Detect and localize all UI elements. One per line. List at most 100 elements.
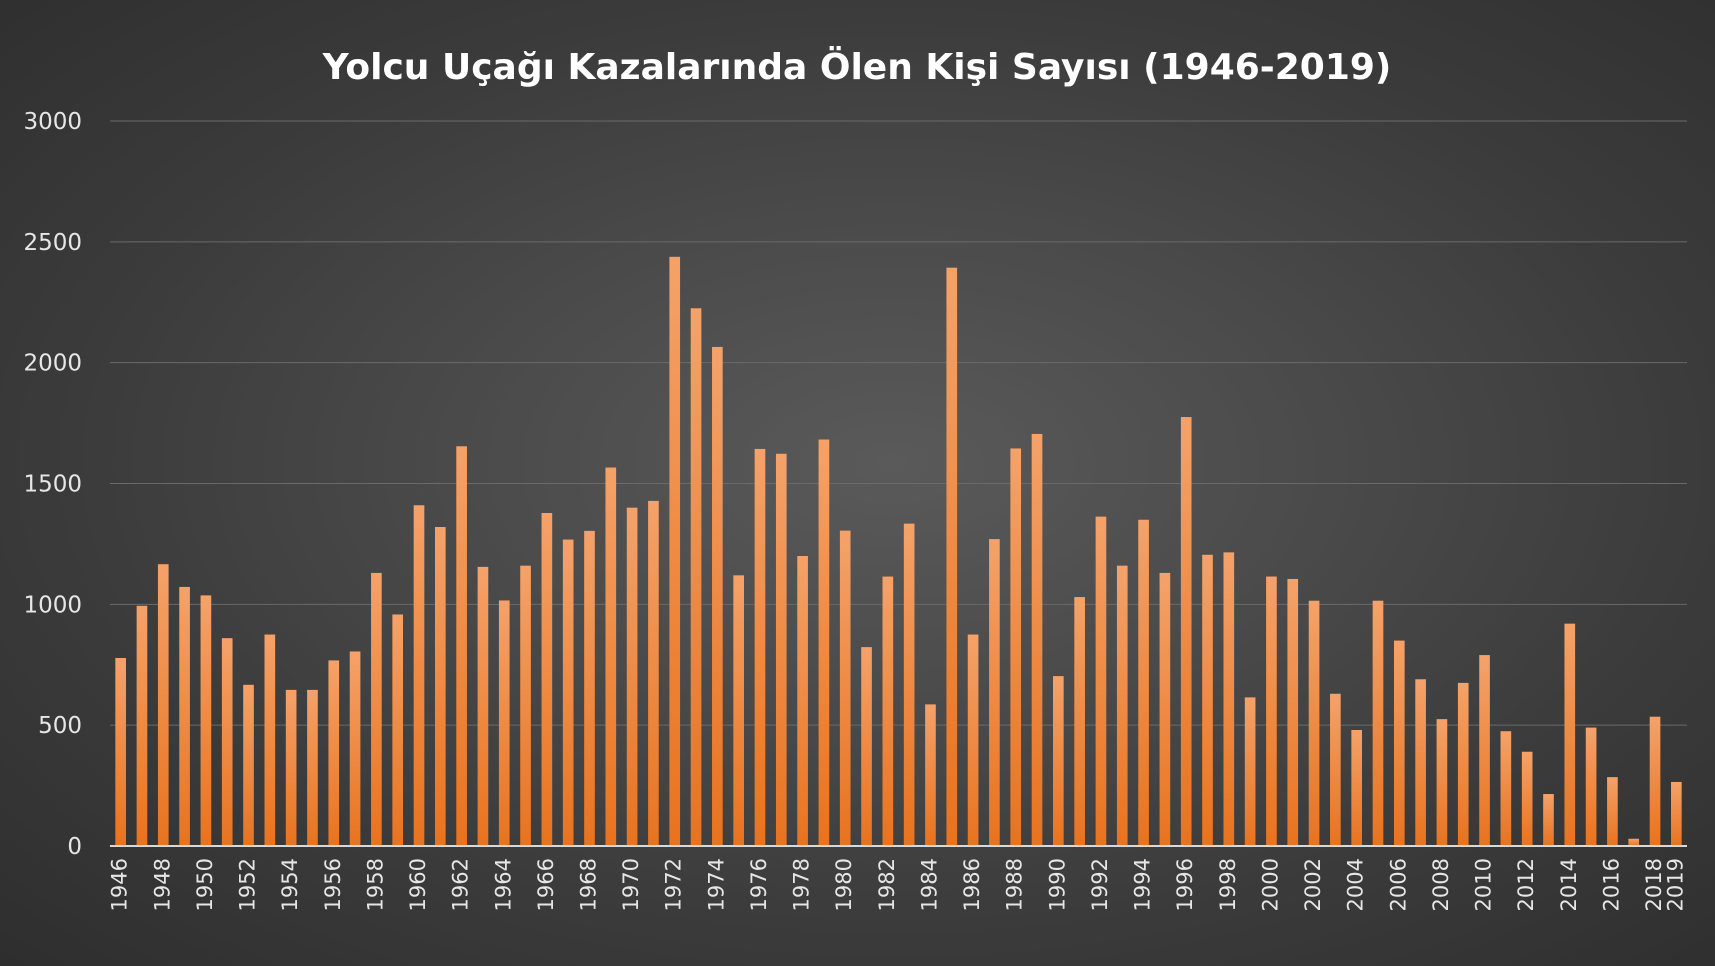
y-tick-label: 3000 <box>23 109 82 135</box>
x-tick-label: 1996 <box>1173 858 1197 911</box>
bar-2013 <box>1543 794 1554 846</box>
y-tick-label: 0 <box>67 834 82 860</box>
bar-1947 <box>136 605 148 846</box>
x-tick-label: 1968 <box>576 858 600 911</box>
bar-1977 <box>775 453 787 846</box>
x-tick-label: 1994 <box>1131 858 1155 911</box>
bar-1976 <box>754 448 766 846</box>
bar-1968 <box>584 530 595 846</box>
bar-1971 <box>648 500 659 846</box>
bar-1957 <box>349 651 361 846</box>
bar-2018 <box>1649 716 1661 846</box>
x-tick-label: 1972 <box>662 858 686 911</box>
bar-1958 <box>371 572 382 846</box>
x-tick-label: 2000 <box>1258 858 1282 911</box>
bar-2017 <box>1628 838 1640 846</box>
bar-2015 <box>1585 727 1597 846</box>
x-tick-label: 2008 <box>1429 858 1453 911</box>
bar-series <box>115 256 1682 847</box>
x-tick-label: 2016 <box>1599 858 1623 911</box>
bar-1999 <box>1244 697 1256 846</box>
bar-1989 <box>1031 433 1043 846</box>
bar-2010 <box>1479 655 1490 846</box>
x-tick-label: 1964 <box>491 858 515 911</box>
bar-1996 <box>1180 417 1192 846</box>
bar-2012 <box>1521 751 1533 846</box>
bar-1956 <box>328 660 340 846</box>
bar-1950 <box>200 595 212 846</box>
gridlines <box>110 120 1687 726</box>
bar-1990 <box>1053 676 1064 846</box>
bar-1986 <box>967 634 979 846</box>
bar-1998 <box>1223 552 1235 846</box>
x-tick-label: 2019 <box>1663 858 1687 911</box>
bar-1946 <box>115 657 126 846</box>
x-tick-label: 1988 <box>1003 858 1027 911</box>
bar-1959 <box>392 614 404 846</box>
x-tick-label: 1952 <box>236 858 260 911</box>
x-tick-label: 2018 <box>1642 858 1666 911</box>
x-tick-label: 1962 <box>449 858 473 911</box>
bar-2019 <box>1671 781 1682 846</box>
bar-1953 <box>264 634 276 846</box>
bar-1960 <box>413 505 425 846</box>
x-tick-label: 2006 <box>1386 858 1410 911</box>
bar-1985 <box>946 267 958 847</box>
bar-1964 <box>498 600 510 846</box>
x-tick-label: 1970 <box>619 858 643 911</box>
x-tick-label: 1978 <box>790 858 814 911</box>
x-tick-label: 2010 <box>1472 858 1496 911</box>
bar-2001 <box>1287 578 1299 846</box>
x-tick-label: 1998 <box>1216 858 1240 911</box>
bar-2004 <box>1351 730 1363 846</box>
bar-1995 <box>1159 572 1171 846</box>
y-tick-label: 2000 <box>23 351 82 377</box>
bar-2007 <box>1415 679 1426 846</box>
bar-1994 <box>1138 519 1149 846</box>
bar-2006 <box>1393 640 1405 846</box>
y-tick-label: 500 <box>38 713 82 739</box>
y-tick-label: 1500 <box>23 472 82 498</box>
bar-1997 <box>1202 554 1213 846</box>
x-tick-label: 1950 <box>193 858 217 911</box>
bar-1951 <box>221 638 233 846</box>
bar-1975 <box>733 575 744 846</box>
bar-1978 <box>797 556 808 846</box>
bar-1987 <box>989 539 1000 846</box>
bar-1983 <box>903 523 915 846</box>
bar-1984 <box>925 704 936 846</box>
x-tick-label: 1966 <box>534 858 558 911</box>
bar-1962 <box>456 446 467 846</box>
x-axis-ticks: 1946 1948 1950 1952 1954 1956 1958 1960 1962 1964… <box>108 858 1688 911</box>
x-tick-label: 1990 <box>1045 858 1069 911</box>
bar-1952 <box>243 684 254 846</box>
x-tick-label: 1974 <box>704 858 728 911</box>
bar-2016 <box>1607 777 1618 846</box>
bar-1980 <box>839 530 851 846</box>
bar-1970 <box>626 507 638 846</box>
bar-1974 <box>712 346 723 846</box>
bar-1988 <box>1010 448 1022 846</box>
bar-1979 <box>818 439 830 846</box>
bar-2009 <box>1457 682 1469 846</box>
x-tick-label: 1954 <box>278 858 302 911</box>
bar-2003 <box>1330 693 1341 846</box>
y-axis-ticks: 0 500 1000 1500 2000 2500 3000 <box>23 109 82 860</box>
x-tick-label: 1986 <box>960 858 984 911</box>
bar-1972 <box>669 256 681 847</box>
bar-1954 <box>285 689 297 846</box>
x-tick-label: 1956 <box>321 858 345 911</box>
bar-1955 <box>307 689 318 846</box>
bar-2005 <box>1372 600 1384 846</box>
bar-1981 <box>861 647 872 846</box>
y-tick-label: 1000 <box>23 592 82 618</box>
x-tick-label: 1958 <box>363 858 387 911</box>
bar-1949 <box>179 586 190 846</box>
y-tick-label: 2500 <box>23 230 82 256</box>
bar-2000 <box>1266 576 1277 846</box>
bar-1961 <box>434 527 446 846</box>
x-tick-label: 2002 <box>1301 858 1325 911</box>
bar-1966 <box>541 512 553 846</box>
x-tick-label: 1982 <box>875 858 899 911</box>
